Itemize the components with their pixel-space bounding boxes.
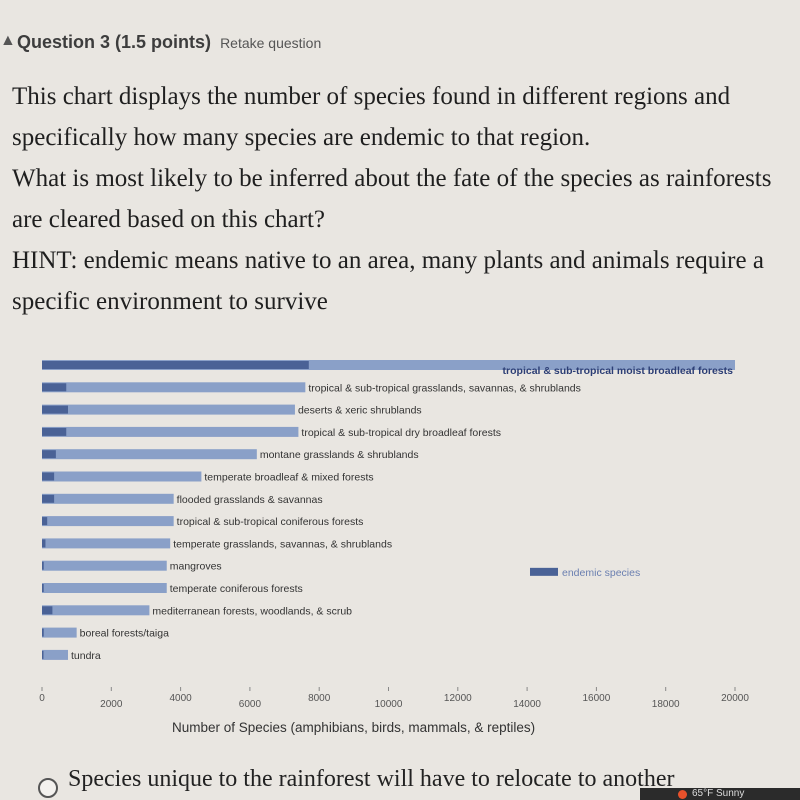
question-number: Question 3 <box>17 32 111 52</box>
bar-endemic-11 <box>42 606 53 615</box>
category-label-0: tropical & sub-tropical moist broadleaf … <box>503 365 734 377</box>
x-tick-label-3: 6000 <box>239 699 262 710</box>
species-bar-chart: tropical & sub-tropical moist broadleaf … <box>39 360 749 735</box>
bar-endemic-7 <box>42 517 48 526</box>
prompt-line-1: This chart displays the number of specie… <box>12 83 731 151</box>
x-tick-label-6: 12000 <box>444 693 472 704</box>
taskbar: 65°F Sunny <box>640 788 800 800</box>
question-header: ▲ Question 3 (1.5 points) Retake questio… <box>0 30 800 60</box>
x-tick-label-0: 0 <box>39 693 45 704</box>
weather-icon <box>678 790 687 799</box>
bar-endemic-6 <box>42 494 55 503</box>
prompt-line-3: HINT: endemic means native to an area, m… <box>12 247 764 315</box>
bar-total-5 <box>42 471 202 482</box>
x-tick-label-2: 4000 <box>169 693 192 704</box>
bar-total-9 <box>42 560 167 571</box>
bar-total-11 <box>42 605 150 616</box>
x-axis-label: Number of Species (amphibians, birds, ma… <box>172 720 535 735</box>
category-label-13: tundra <box>71 650 101 662</box>
bar-endemic-5 <box>42 472 55 481</box>
x-tick-label-9: 18000 <box>652 699 680 710</box>
bar-total-13 <box>42 649 68 660</box>
category-label-4: montane grasslands & shrublands <box>260 449 419 461</box>
bar-total-1 <box>42 382 306 393</box>
bar-total-6 <box>42 493 174 504</box>
bar-endemic-2 <box>42 405 68 414</box>
category-label-3: tropical & sub-tropical dry broadleaf fo… <box>301 427 501 439</box>
category-label-1: tropical & sub-tropical grasslands, sava… <box>308 382 581 394</box>
answer-option[interactable]: Species unique to the rainforest will ha… <box>38 760 798 800</box>
bar-total-10 <box>42 583 167 593</box>
bar-endemic-8 <box>42 539 46 548</box>
question-title: Question 3 (1.5 points) Retake question <box>17 32 321 53</box>
category-label-11: mediterranean forests, woodlands, & scru… <box>152 605 352 617</box>
bar-total-4 <box>42 449 257 460</box>
legend-swatch-endemic <box>530 567 558 576</box>
x-tick-label-5: 10000 <box>375 699 403 710</box>
bar-endemic-9 <box>42 561 44 570</box>
x-tick-label-10: 20000 <box>721 693 749 704</box>
bar-total-7 <box>42 516 174 527</box>
answer-radio[interactable] <box>38 778 58 798</box>
category-label-10: temperate coniferous forests <box>170 583 303 595</box>
bar-endemic-10 <box>42 584 44 592</box>
category-label-6: flooded grasslands & savannas <box>177 494 323 506</box>
category-label-2: deserts & xeric shrublands <box>298 405 422 417</box>
category-label-9: mangroves <box>170 561 222 573</box>
bar-total-3 <box>42 426 299 437</box>
category-label-8: temperate grasslands, savannas, & shrubl… <box>173 538 392 550</box>
bar-total-2 <box>42 404 295 415</box>
bar-endemic-0 <box>42 361 309 369</box>
x-tick-label-1: 2000 <box>100 699 123 710</box>
bar-endemic-12 <box>42 628 44 637</box>
bar-total-12 <box>42 627 77 638</box>
bar-endemic-1 <box>42 383 67 392</box>
answer-option-text: Species unique to the rainforest will ha… <box>68 766 675 792</box>
bar-endemic-13 <box>42 650 44 659</box>
retake-label: Retake question <box>220 35 322 51</box>
bar-endemic-4 <box>42 450 56 459</box>
category-label-5: temperate broadleaf & mixed forests <box>204 472 373 484</box>
question-points: (1.5 points) <box>115 32 212 52</box>
prompt-line-2: What is most likely to be inferred about… <box>12 165 772 233</box>
x-tick-label-7: 14000 <box>513 699 541 710</box>
category-label-7: tropical & sub-tropical coniferous fores… <box>177 516 364 528</box>
x-tick-label-4: 8000 <box>308 693 331 704</box>
bar-total-8 <box>42 538 171 549</box>
bar-endemic-3 <box>42 427 67 436</box>
bar-total-0 <box>42 360 735 370</box>
x-tick-label-8: 16000 <box>582 693 610 704</box>
question-prompt: This chart displays the number of specie… <box>12 76 782 322</box>
category-label-12: boreal forests/taiga <box>80 628 169 640</box>
weather-readout: 65°F Sunny <box>692 788 745 799</box>
legend-label-endemic: endemic species <box>562 567 640 579</box>
warning-icon: ▲ <box>0 32 16 49</box>
